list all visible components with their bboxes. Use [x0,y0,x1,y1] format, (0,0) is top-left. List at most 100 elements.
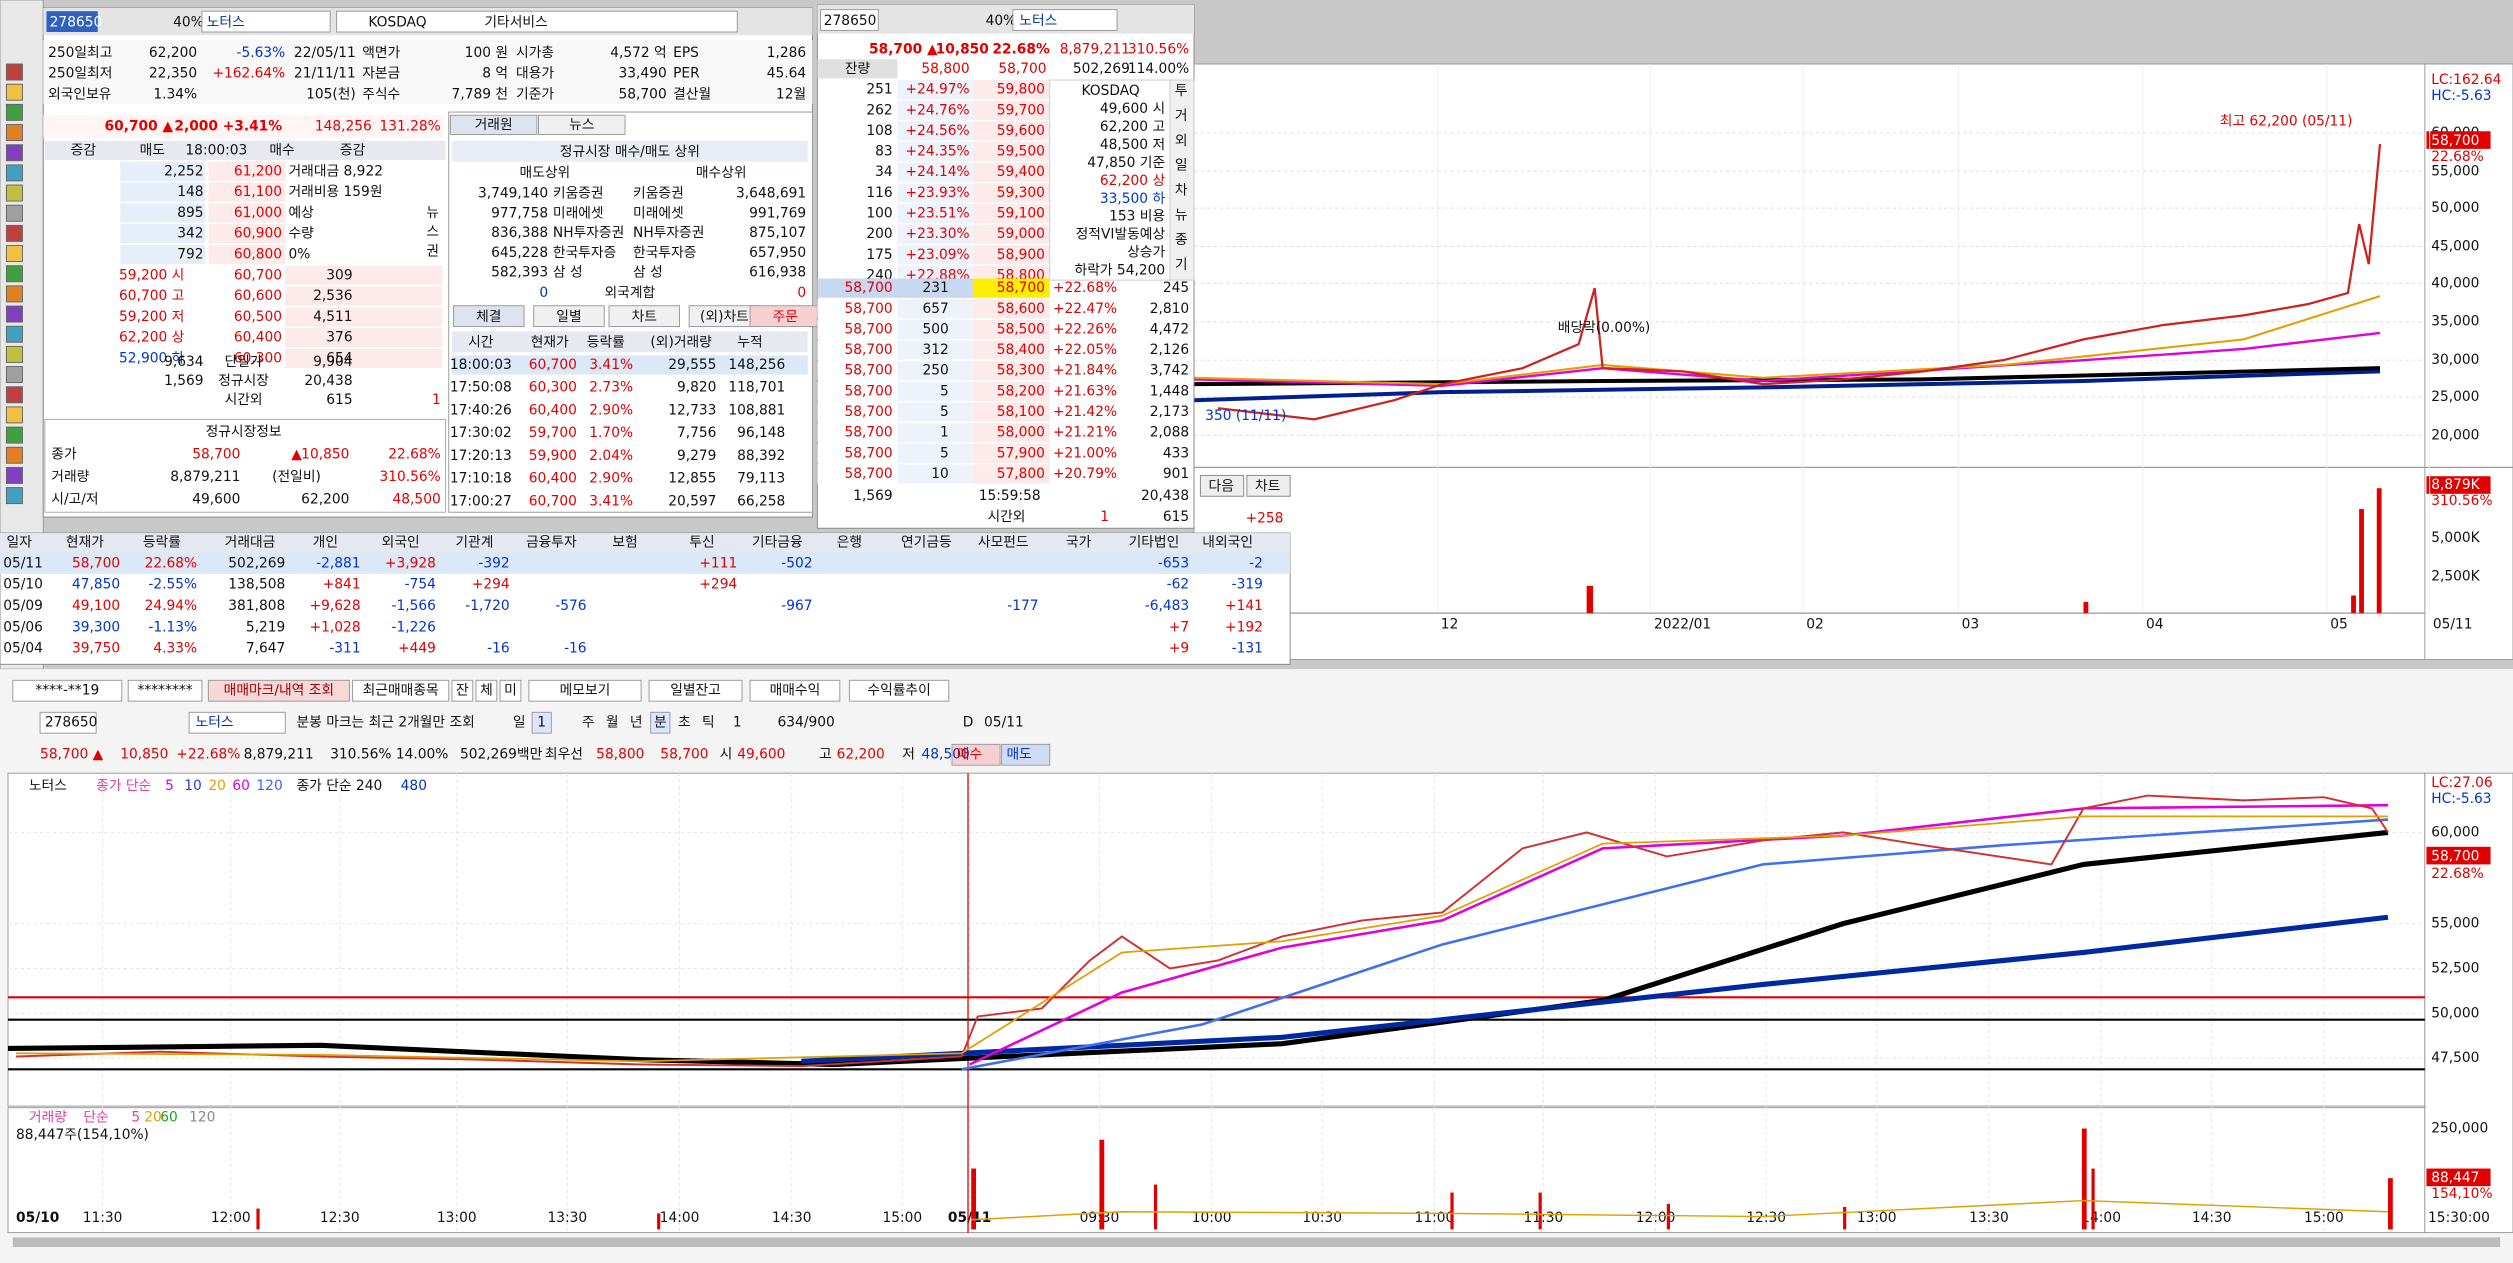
menu-icon[interactable] [5,285,23,303]
label[interactable]: 권 [426,243,439,259]
label[interactable]: 체 [480,683,493,699]
label: 376 [326,330,352,346]
label[interactable]: 차 [1175,182,1188,198]
label[interactable]: 월 [606,715,619,731]
menu-icon[interactable] [5,204,23,222]
menu-icon[interactable] [5,325,23,343]
button[interactable] [127,679,203,702]
menu-icon[interactable] [5,83,23,101]
menu-icon[interactable] [5,305,23,323]
label: 58,700 [844,321,892,337]
label[interactable]: 일별잔고 [670,683,721,699]
menu-icon[interactable] [5,224,23,242]
label[interactable]: 종 [1175,232,1188,248]
label[interactable]: 스 [426,224,439,240]
menu-icon[interactable] [5,103,23,121]
menu-icon[interactable] [5,466,23,484]
label[interactable]: 634/900 [778,715,835,731]
tab[interactable] [449,114,538,135]
label[interactable]: 거래원 [475,117,513,133]
label[interactable]: 틱 [702,715,715,731]
name-input[interactable] [188,711,286,734]
button[interactable] [1199,474,1245,497]
menu-icon[interactable] [5,245,23,263]
label[interactable]: 미 [504,683,517,699]
code-input[interactable] [46,11,98,33]
label[interactable]: 외 [1175,133,1188,149]
label[interactable]: 뉴 [426,205,439,221]
button[interactable] [648,679,743,702]
button[interactable] [475,679,498,702]
label[interactable]: 일 [1175,158,1188,174]
label[interactable]: 1 [537,715,546,731]
menu-icon[interactable] [5,446,23,464]
button[interactable] [528,679,642,702]
button[interactable] [650,711,671,734]
button[interactable] [207,679,350,702]
label[interactable]: 매도 [1006,747,1031,763]
menu-icon[interactable] [5,366,23,384]
label[interactable]: 1 [733,715,742,731]
label[interactable]: 투 [1175,83,1188,99]
menu-icon[interactable] [5,184,23,202]
menu-icon[interactable] [5,124,23,142]
code-input[interactable] [820,9,879,31]
label[interactable]: 뉴 [1175,207,1188,223]
menu-icon[interactable] [5,487,23,505]
menu-icon[interactable] [5,144,23,162]
menu-icon[interactable] [5,386,23,404]
label[interactable]: 차트 [632,309,657,325]
label[interactable]: 일별 [556,309,581,325]
label[interactable]: 차트 [1255,479,1280,495]
label[interactable]: 주문 [773,309,798,325]
button[interactable] [848,679,950,702]
label[interactable]: ******** [138,683,193,699]
button[interactable] [451,679,474,702]
menu-icon[interactable] [5,265,23,283]
menu-icon[interactable] [5,164,23,182]
menu-icon[interactable] [5,345,23,363]
tab[interactable] [608,305,681,328]
button[interactable] [1001,743,1051,766]
button[interactable] [352,679,450,702]
label[interactable]: 수익률추이 [867,683,930,699]
label[interactable]: 메모보기 [560,683,611,699]
label: 58,700 [844,466,892,482]
label[interactable]: 초 [678,715,691,731]
label[interactable]: 최근매매종목 [363,683,439,699]
menu-icon[interactable] [5,406,23,424]
menu-icon[interactable] [5,426,23,444]
label[interactable]: 일 [513,715,526,731]
label[interactable]: 매매수익 [770,683,821,699]
tab[interactable] [533,305,605,328]
code-input[interactable] [39,711,97,734]
label[interactable]: 잔 [456,683,469,699]
label[interactable]: 매매마크/내역 조회 [224,683,334,699]
label: 시간외 [225,392,263,408]
button[interactable] [749,679,841,702]
label[interactable]: 주 [582,715,595,731]
label[interactable]: 체결 [476,309,501,325]
button[interactable] [499,679,522,702]
volume-bar [971,1168,977,1230]
label[interactable]: 05/11 [984,715,1024,731]
label[interactable]: 분 [654,715,667,731]
label[interactable]: 거 [1175,108,1188,124]
tab[interactable] [538,114,626,135]
name-input[interactable] [1012,9,1118,31]
label[interactable]: (외)차트 [700,309,749,325]
button[interactable] [1246,474,1291,497]
label[interactable]: ****-**19 [35,683,99,699]
label[interactable]: D [963,715,974,731]
button[interactable] [531,711,552,734]
button[interactable] [951,743,1001,766]
name-input[interactable] [201,10,331,33]
label[interactable]: 매수 [957,747,982,763]
label[interactable]: 뉴스 [569,117,594,133]
label[interactable]: 년 [630,715,643,731]
tab[interactable] [453,305,525,328]
button[interactable] [12,679,123,702]
menu-icon[interactable] [5,63,23,81]
label[interactable]: 다음 [1209,479,1234,495]
label[interactable]: 기 [1175,257,1188,273]
